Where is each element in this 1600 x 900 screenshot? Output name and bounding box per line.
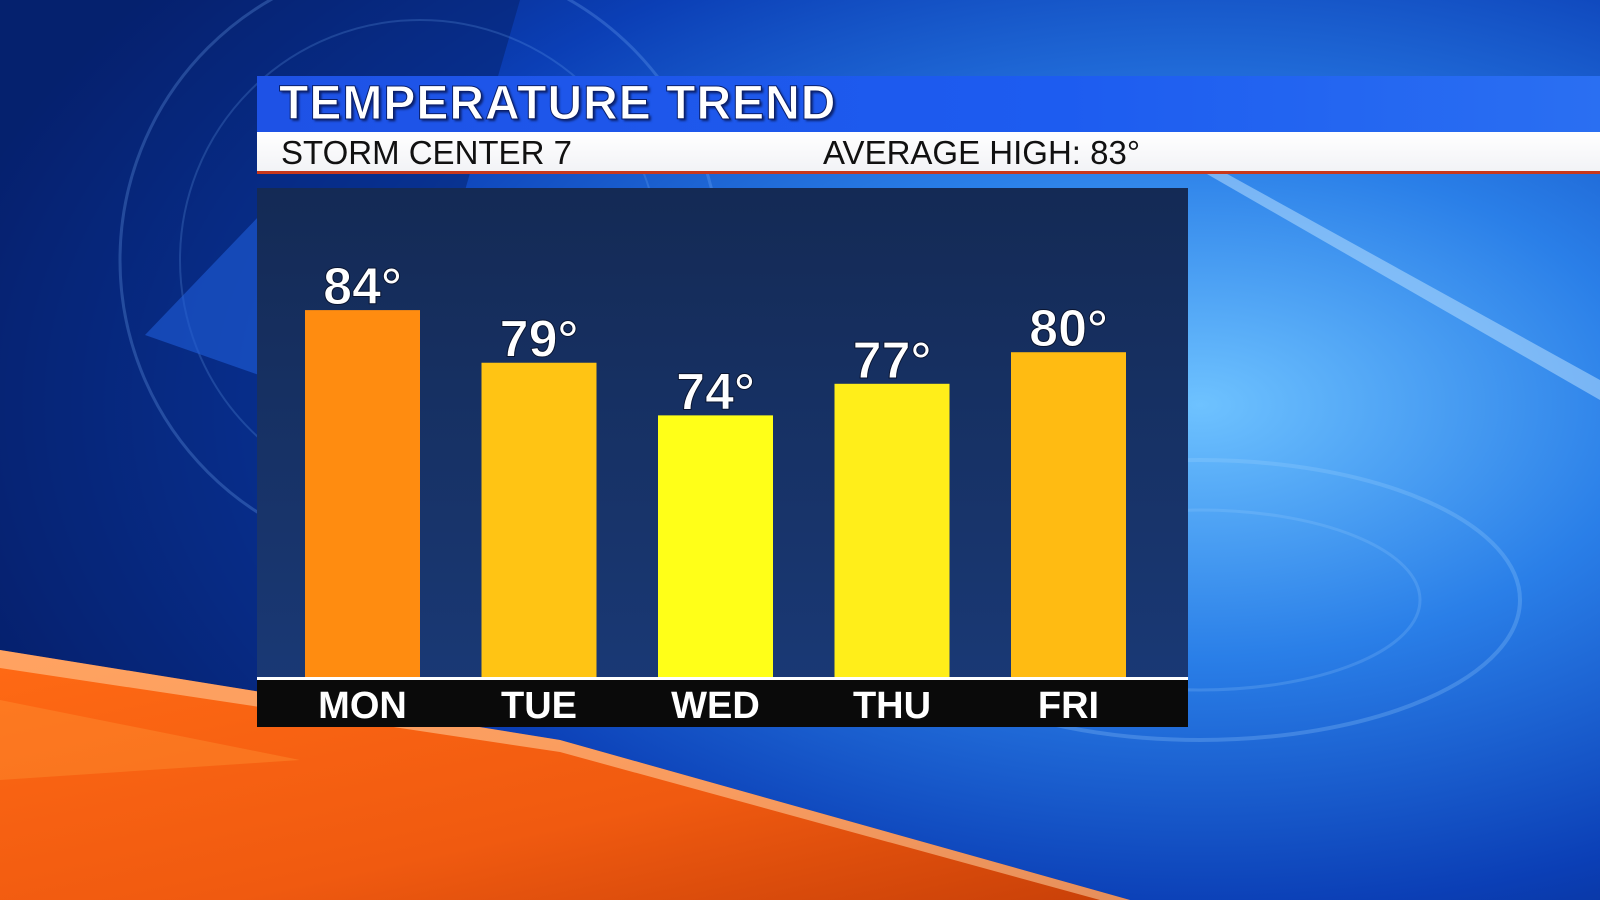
chart-title: TEMPERATURE TREND — [278, 77, 837, 130]
value-label-wed: 74° — [676, 363, 755, 421]
average-high: AVERAGE HIGH: 83° — [823, 134, 1141, 171]
bar-fri — [1011, 352, 1126, 677]
value-label-fri: 80° — [1029, 300, 1108, 358]
bar-tue — [481, 362, 597, 677]
tick-label-thu: THU — [853, 685, 931, 727]
x-axis-strip — [257, 680, 1188, 727]
tick-label-tue: TUE — [501, 685, 577, 727]
bar-mon — [305, 310, 420, 677]
tick-label-mon: MON — [318, 685, 407, 727]
temperature-bar-chart: 84° MON 79° TUE 74° WED 77° THU 80° FRI — [257, 258, 1188, 727]
bar-thu — [834, 383, 950, 677]
value-label-mon: 84° — [323, 258, 402, 316]
tick-label-fri: FRI — [1038, 685, 1099, 727]
title-bar: TEMPERATURE TREND — [257, 76, 1600, 132]
x-axis-line — [257, 677, 1188, 680]
value-label-thu: 77° — [853, 332, 932, 390]
tick-label-wed: WED — [671, 685, 760, 727]
chart-panel: 84° MON 79° TUE 74° WED 77° THU 80° FRI — [257, 188, 1188, 727]
subtitle-bar: STORM CENTER 7 AVERAGE HIGH: 83° — [257, 132, 1600, 174]
bar-wed — [658, 415, 773, 677]
station-name: STORM CENTER 7 — [281, 134, 572, 171]
value-label-tue: 79° — [500, 311, 579, 369]
